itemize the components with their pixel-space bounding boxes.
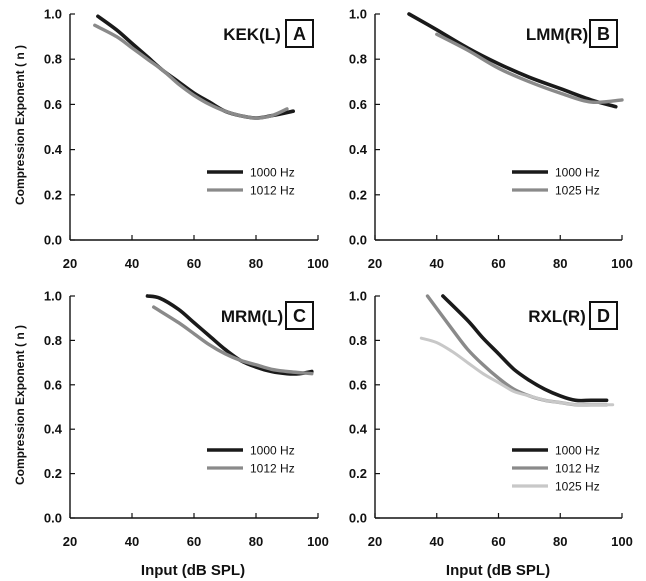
- y-tick-label: 0.2: [44, 466, 62, 481]
- x-tick-label: 20: [368, 534, 382, 549]
- legend-label: 1000 Hz: [250, 444, 295, 458]
- panel-letter-box: [285, 301, 314, 330]
- y-tick-label: 0.2: [349, 187, 367, 202]
- panel-title: LMM(R): [526, 25, 588, 44]
- x-tick-label: 80: [553, 256, 567, 271]
- y-tick-label: 1.0: [44, 7, 62, 22]
- x-tick-label: 80: [553, 534, 567, 549]
- panel-letter: A: [293, 24, 306, 44]
- x-tick-label: 60: [491, 534, 505, 549]
- series-line-1000hz: [441, 294, 609, 403]
- legend-label: 1000 Hz: [555, 444, 600, 458]
- panel-letter: D: [597, 306, 610, 326]
- series-line-1000hz: [407, 12, 618, 109]
- legend-label: 1025 Hz: [555, 184, 600, 198]
- x-tick-label: 100: [611, 534, 633, 549]
- y-tick-label: 1.0: [44, 289, 62, 304]
- y-tick-label: 0.4: [349, 142, 368, 157]
- x-tick-label: 100: [307, 534, 329, 549]
- panel-title: RXL(R): [528, 307, 586, 326]
- x-tick-label: 100: [307, 256, 329, 271]
- x-tick-label: 100: [611, 256, 633, 271]
- panel-a: 0.0 0.2 0.4 0.6 0.8 1.0 20 40 60 80 100 KEK(L) A 1000…: [44, 7, 329, 272]
- panel-c: 0.0 0.2 0.4 0.6 0.8 1.0 20 40 60 80 100 MRM(L) C 1000…: [44, 289, 329, 550]
- x-tick-label: 40: [125, 256, 139, 271]
- x-tick-label: 40: [430, 256, 444, 271]
- y-tick-label: 0.8: [44, 333, 62, 348]
- y-tick-label: 0.4: [349, 422, 368, 437]
- panel-b: 0.0 0.2 0.4 0.6 0.8 1.0 20 40 60 80 100 LMM(R) B 1000…: [349, 7, 633, 272]
- series-line-1025hz: [435, 32, 624, 105]
- panel-letter-box: [589, 301, 618, 330]
- x-tick-label: 20: [63, 256, 77, 271]
- legend-label: 1000 Hz: [250, 166, 295, 180]
- x-axis-title-left: Input (dB SPL): [141, 562, 245, 579]
- x-tick-label: 60: [187, 534, 201, 549]
- legend-label: 1012 Hz: [555, 462, 600, 476]
- x-tick-label: 80: [249, 534, 263, 549]
- series-line-1025hz: [419, 336, 615, 407]
- panel-letter-box: [285, 19, 314, 48]
- x-tick-label: 80: [249, 256, 263, 271]
- y-tick-label: 0.4: [44, 142, 63, 157]
- series-line-1012hz: [93, 23, 289, 120]
- y-tick-label: 0.6: [44, 97, 62, 112]
- x-tick-label: 20: [63, 534, 77, 549]
- x-tick-label: 20: [368, 256, 382, 271]
- x-tick-label: 40: [125, 534, 139, 549]
- legend-label: 1012 Hz: [250, 462, 295, 476]
- x-axis-title-right: Input (dB SPL): [446, 562, 550, 579]
- panel-title: MRM(L): [221, 307, 283, 326]
- panel-letter-box: [589, 19, 618, 48]
- y-tick-label: 0.4: [44, 422, 63, 437]
- panel-letter: C: [293, 306, 306, 326]
- x-tick-label: 60: [187, 256, 201, 271]
- series-line-1012hz: [152, 305, 314, 376]
- y-tick-label: 0.0: [349, 233, 367, 248]
- y-tick-label: 0.2: [349, 466, 367, 481]
- panel-letter: B: [597, 24, 610, 44]
- y-tick-label: 0.0: [44, 511, 62, 526]
- y-tick-label: 0.8: [349, 52, 367, 67]
- y-tick-label: 0.8: [44, 52, 62, 67]
- y-tick-label: 0.6: [44, 377, 62, 392]
- y-tick-label: 0.2: [44, 187, 62, 202]
- y-axis-title-bottom: Compression Exponent ( n ): [13, 325, 27, 485]
- x-tick-label: 40: [430, 534, 444, 549]
- y-tick-label: 1.0: [349, 289, 367, 304]
- legend-label: 1000 Hz: [555, 166, 600, 180]
- y-tick-label: 1.0: [349, 7, 367, 22]
- y-tick-label: 0.0: [349, 511, 367, 526]
- y-tick-label: 0.8: [349, 333, 367, 348]
- panel-d: 0.0 0.2 0.4 0.6 0.8 1.0 20 40 60 80 100 RXL(R) D 1000…: [349, 289, 633, 550]
- panel-title: KEK(L): [223, 25, 281, 44]
- y-axis-title-top: Compression Exponent ( n ): [13, 45, 27, 205]
- legend-label: 1025 Hz: [555, 480, 600, 494]
- series-line-1000hz: [145, 294, 314, 376]
- y-tick-label: 0.6: [349, 377, 367, 392]
- y-tick-label: 0.0: [44, 233, 62, 248]
- legend-label: 1012 Hz: [250, 184, 295, 198]
- y-tick-label: 0.6: [349, 97, 367, 112]
- x-tick-label: 60: [491, 256, 505, 271]
